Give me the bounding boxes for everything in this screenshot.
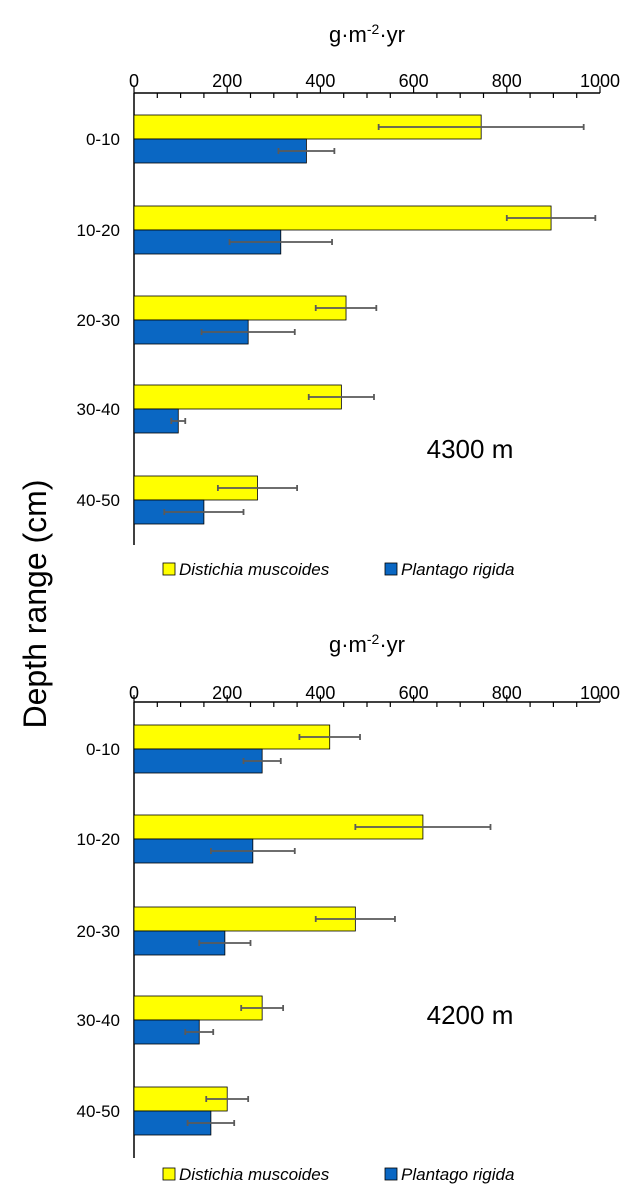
x-tick-label: 0 xyxy=(129,683,139,703)
x-tick-label: 200 xyxy=(212,683,242,703)
category-label: 40-50 xyxy=(77,1102,120,1121)
bar-distichia xyxy=(133,724,331,750)
category-label: 20-30 xyxy=(77,311,120,330)
x-axis-unit-label: g·m-2·yr xyxy=(329,21,405,47)
category-label: 0-10 xyxy=(86,740,120,759)
bar-distichia xyxy=(133,205,552,231)
x-tick-label: 800 xyxy=(492,71,522,91)
bar-distichia xyxy=(133,295,347,321)
legend-swatch xyxy=(162,1167,176,1181)
x-tick-label: 1000 xyxy=(580,683,620,703)
category-label: 10-20 xyxy=(77,221,120,240)
category-label: 30-40 xyxy=(77,400,120,419)
x-axis-unit-label: g·m-2·yr xyxy=(329,631,405,657)
x-tick-label: 1000 xyxy=(580,71,620,91)
site-label: 4200 m xyxy=(427,1000,514,1030)
category-label: 10-20 xyxy=(77,830,120,849)
legend-swatch xyxy=(384,1167,398,1181)
bar-plantago xyxy=(133,748,263,774)
category-label: 20-30 xyxy=(77,922,120,941)
legend-label: Distichia muscoides xyxy=(179,560,330,579)
legend-label: Plantago rigida xyxy=(401,1165,514,1184)
y-axis-label: Depth range (cm) xyxy=(17,480,53,729)
legend-swatch xyxy=(384,562,398,576)
bar-distichia xyxy=(133,384,342,410)
category-label: 30-40 xyxy=(77,1011,120,1030)
x-tick-label: 400 xyxy=(305,683,335,703)
x-tick-label: 400 xyxy=(305,71,335,91)
panel-4300m: g·m-2·yr 0 200 400 600 800 1000 0-10 10-20 20-30 3… xyxy=(77,21,621,579)
site-label: 4300 m xyxy=(427,434,514,464)
x-tick-label: 200 xyxy=(212,71,242,91)
x-tick-label: 800 xyxy=(492,683,522,703)
legend-label: Plantago rigida xyxy=(401,560,514,579)
x-tick-label: 600 xyxy=(399,683,429,703)
x-tick-label: 600 xyxy=(399,71,429,91)
panel-4200m: g·m-2·yr 0 200 400 600 800 1000 0-10 10-20 20-30 3… xyxy=(77,631,621,1184)
x-tick-label: 0 xyxy=(129,71,139,91)
category-label: 40-50 xyxy=(77,491,120,510)
legend-swatch xyxy=(162,562,176,576)
legend-label: Distichia muscoides xyxy=(179,1165,330,1184)
category-label: 0-10 xyxy=(86,130,120,149)
